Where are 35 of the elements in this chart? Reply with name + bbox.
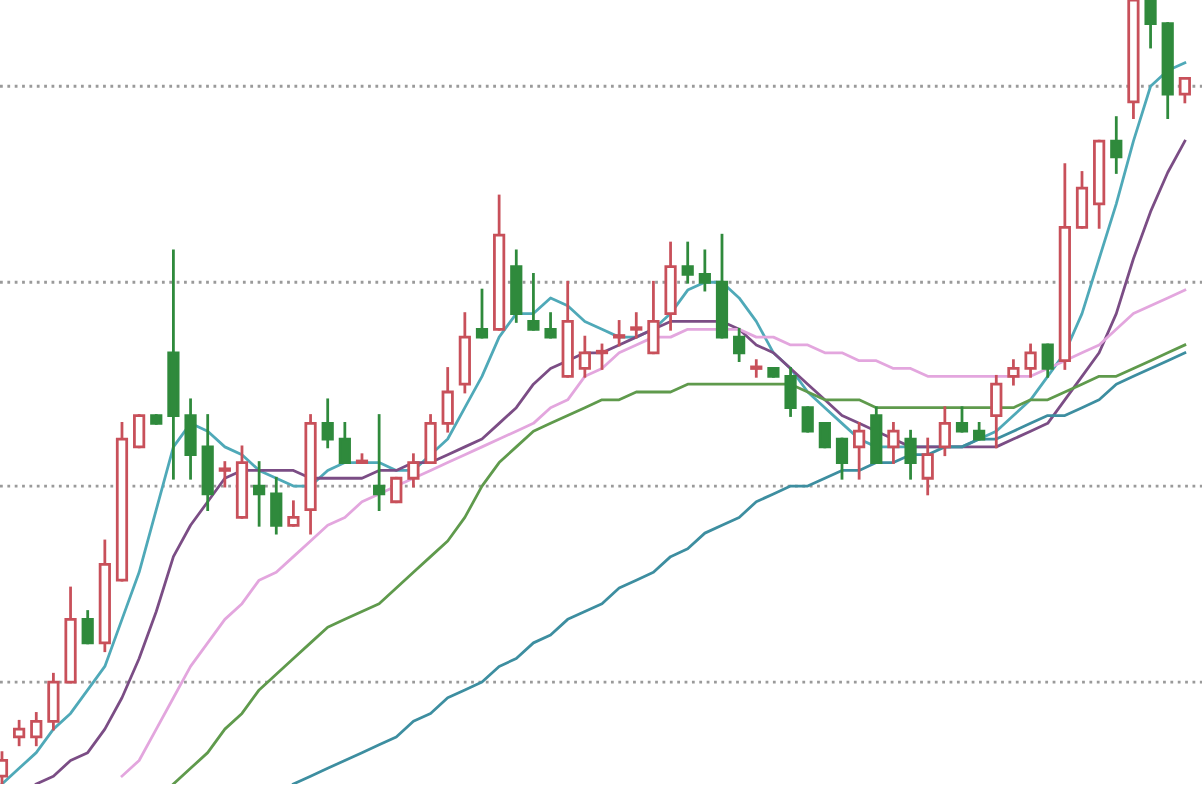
- candlestick: [1024, 343, 1037, 378]
- candlestick: [578, 335, 591, 378]
- candlestick: [664, 241, 677, 331]
- candlestick: [98, 539, 111, 653]
- candlestick: [887, 421, 900, 464]
- candlestick: [458, 312, 471, 394]
- candlestick: [1058, 163, 1071, 370]
- candlestick: [733, 327, 746, 363]
- candlestick: [441, 367, 454, 433]
- candlestick: [304, 414, 317, 535]
- candlestick: [938, 406, 951, 457]
- candlestick: [698, 249, 711, 292]
- candlestick: [750, 359, 763, 378]
- candlestick: [921, 437, 934, 496]
- candlestick: [30, 712, 43, 747]
- candlestick: [167, 249, 180, 480]
- candlestick: [253, 461, 266, 527]
- candlestick: [1007, 359, 1020, 386]
- candlestick: [613, 320, 626, 347]
- candlestick: [201, 414, 214, 511]
- candlestick: [1110, 116, 1123, 174]
- candlestick: [270, 476, 283, 535]
- candlestick: [47, 672, 60, 731]
- candlestick: [630, 312, 643, 339]
- candlestick: [321, 398, 334, 449]
- candlestick: [184, 398, 197, 480]
- candlestick: [373, 414, 386, 511]
- candlestick: [853, 421, 866, 480]
- candlestick: [13, 719, 26, 747]
- candlestick: [784, 367, 797, 417]
- candlestick: [510, 249, 523, 323]
- candlestick: [407, 453, 420, 488]
- candlestick: [904, 429, 917, 480]
- candlestick: [990, 374, 1003, 449]
- candlestick: [681, 241, 694, 284]
